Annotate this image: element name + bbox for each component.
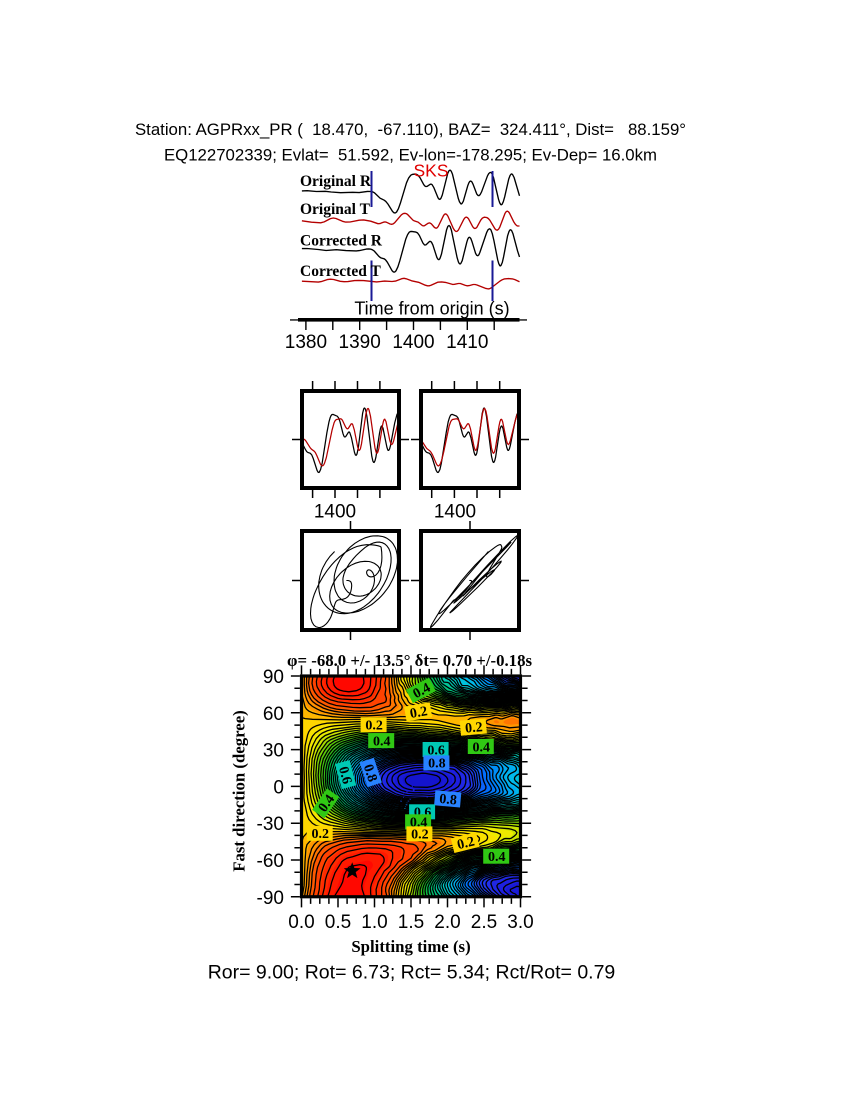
svg-text:Time from origin (s): Time from origin (s) [354, 299, 509, 319]
svg-text:0.4: 0.4 [488, 850, 506, 865]
svg-text:0.2: 0.2 [456, 834, 477, 853]
svg-text:0.2: 0.2 [311, 827, 329, 842]
svg-text:-30: -30 [257, 814, 284, 835]
svg-text:0.4: 0.4 [411, 681, 433, 702]
svg-text:0.2: 0.2 [465, 720, 484, 736]
svg-text:1400: 1400 [392, 332, 434, 353]
svg-text:0.8: 0.8 [439, 792, 458, 808]
svg-text:Station: AGPRxx_PR ( 18.470,: Station: AGPRxx_PR ( 18.470, -67.110), B… [135, 120, 686, 139]
svg-text:SKS: SKS [413, 161, 448, 181]
svg-text:1380: 1380 [285, 332, 327, 353]
svg-text:0.4: 0.4 [373, 734, 391, 749]
svg-text:Corrected R: Corrected R [300, 233, 383, 250]
svg-text:0.5: 0.5 [325, 912, 351, 933]
svg-text:Splitting time (s): Splitting time (s) [351, 937, 470, 956]
svg-text:Original T: Original T [300, 201, 371, 218]
svg-text:0.8: 0.8 [360, 763, 380, 784]
svg-text:1.0: 1.0 [361, 912, 387, 933]
svg-text:EQ122702339; Evlat= 51.592, E: EQ122702339; Evlat= 51.592, Ev-lon=-178.… [164, 146, 657, 165]
svg-text:2.5: 2.5 [471, 912, 497, 933]
svg-text:0.2: 0.2 [409, 704, 429, 722]
svg-text:0.4: 0.4 [473, 740, 491, 755]
svg-text:90: 90 [263, 667, 284, 688]
svg-text:0.2: 0.2 [411, 828, 429, 843]
svg-text:1.5: 1.5 [398, 912, 424, 933]
svg-text:0: 0 [273, 777, 284, 798]
svg-text:-90: -90 [257, 888, 284, 909]
svg-text:60: 60 [263, 704, 284, 725]
svg-text:0.6: 0.6 [335, 765, 354, 786]
svg-text:3.0: 3.0 [507, 912, 533, 933]
svg-text:Original R: Original R [300, 173, 372, 190]
svg-text:2.0: 2.0 [434, 912, 460, 933]
svg-text:0.2: 0.2 [365, 719, 383, 734]
svg-text:Ror= 9.00; Rot= 6.73; Rct= 5.3: Ror= 9.00; Rot= 6.73; Rct= 5.34; Rct/Rot… [208, 962, 616, 984]
svg-text:1400: 1400 [434, 502, 476, 523]
svg-text:0.6: 0.6 [427, 743, 445, 758]
svg-text:1400: 1400 [314, 502, 356, 523]
svg-text:0.8: 0.8 [428, 757, 446, 772]
svg-text:-60: -60 [257, 851, 284, 872]
svg-text:Fast direction (degree): Fast direction (degree) [230, 710, 249, 872]
svg-text:φ= -68.0 +/- 13.5° δt= 0.70 +/: φ= -68.0 +/- 13.5° δt= 0.70 +/-0.18s [287, 651, 532, 670]
svg-text:1410: 1410 [446, 332, 488, 353]
svg-text:0.0: 0.0 [288, 912, 314, 933]
svg-text:1390: 1390 [339, 332, 381, 353]
svg-text:Corrected T: Corrected T [300, 263, 381, 280]
svg-text:30: 30 [263, 741, 284, 762]
